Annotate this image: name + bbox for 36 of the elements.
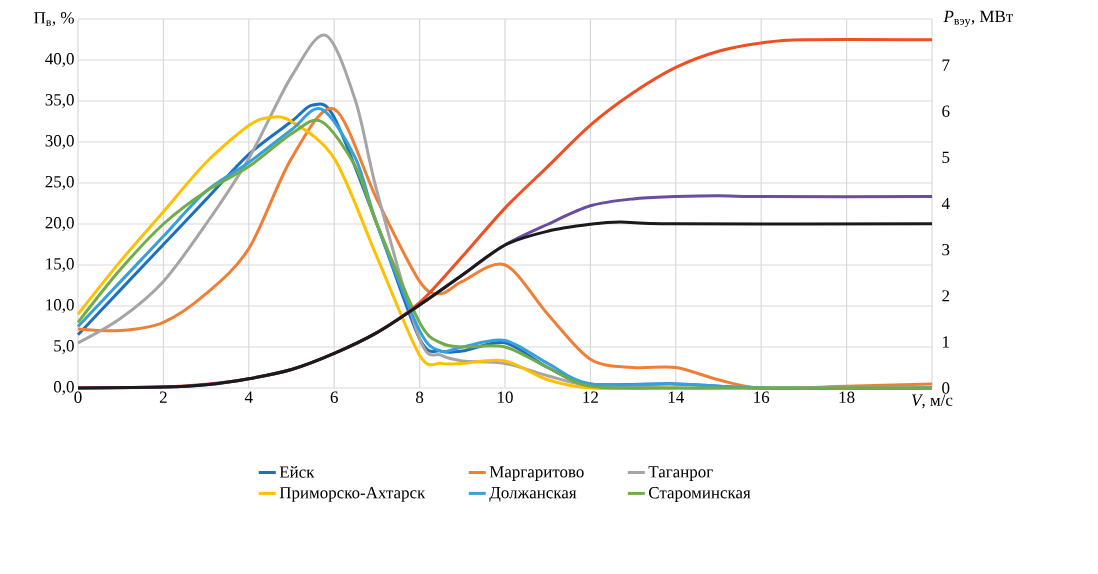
y-tick-label: 40,0 <box>45 53 74 67</box>
legend-label: Таганрог <box>648 466 713 481</box>
x-tick-label: 14 <box>668 391 685 403</box>
y-tick-label: 25,0 <box>45 176 74 190</box>
x-tick-label: 2 <box>159 391 167 403</box>
y-tick-label: 5,0 <box>54 340 74 354</box>
y2-tick-label: 0 <box>942 382 950 394</box>
y-tick-label: 30,0 <box>45 135 74 149</box>
y-axis-title: П$_{в}$, % <box>34 12 74 26</box>
y2-tick-label: 1 <box>943 336 949 348</box>
y-tick-label: 35,0 <box>45 94 74 108</box>
x-axis-title: V, м/с <box>912 394 953 409</box>
x-tick-label: 16 <box>754 391 770 403</box>
legend-label: Староминская <box>648 487 751 502</box>
y2-tick-label: 4 <box>941 197 950 210</box>
legend-label: Должанская <box>489 487 577 502</box>
x-tick-label: 10 <box>498 391 513 403</box>
legend-label: Ейск <box>279 465 315 478</box>
x-tick-label: 18 <box>839 391 855 403</box>
legend-label: Приморско-Ахтарск <box>279 487 426 502</box>
y2-tick-label: 3 <box>942 243 950 256</box>
y-tick-label: 20,0 <box>45 217 74 231</box>
x-tick-label: 8 <box>416 391 424 403</box>
x-tick-label: 4 <box>244 391 253 403</box>
x-tick-label: 6 <box>330 391 338 403</box>
x-tick-label: 0 <box>74 391 82 403</box>
legend-label: Маргаритово <box>489 466 584 481</box>
y2-axis-title: P$_{вэу}$, МВт <box>943 10 1013 28</box>
y-tick-label: 10,0 <box>46 299 74 313</box>
y2-tick-label: 7 <box>942 59 950 71</box>
y2-tick-label: 5 <box>942 151 950 164</box>
y-tick-label: 0,0 <box>53 381 74 395</box>
y-tick-label: 15,0 <box>46 258 74 272</box>
y2-tick-label: 2 <box>942 290 950 302</box>
x-tick-label: 12 <box>583 391 598 403</box>
y2-tick-label: 6 <box>942 105 950 117</box>
